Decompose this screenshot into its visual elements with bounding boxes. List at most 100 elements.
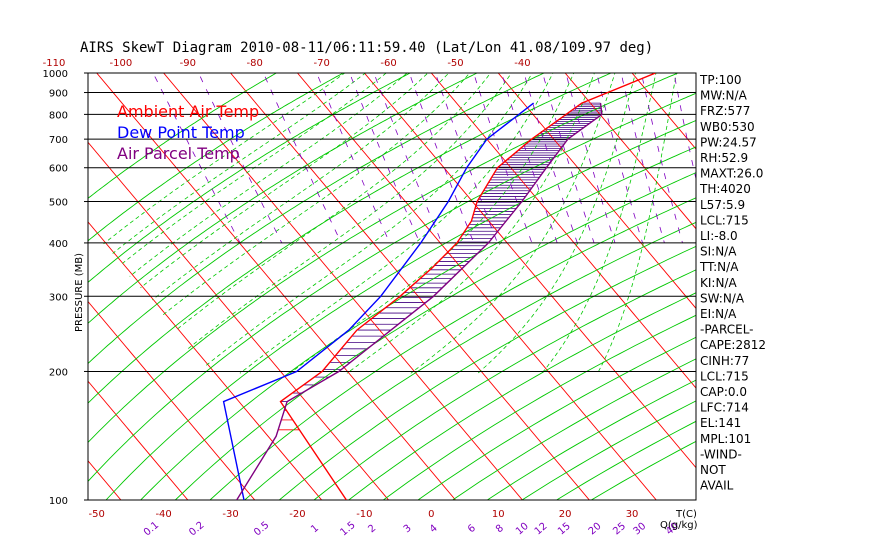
index-value: MPL:101	[700, 432, 751, 446]
mixing-ratio-tick-label: 0.5	[252, 520, 271, 539]
index-value: AVAIL	[700, 479, 734, 493]
index-value: LFC:714	[700, 401, 749, 415]
dry-adiabat-line	[382, 314, 696, 500]
index-value: WB0:530	[700, 120, 755, 134]
mixing-ratio-tick-label: 8	[494, 523, 506, 536]
moist-adiabat-line	[289, 73, 575, 374]
temp-tick-label-top: -60	[380, 58, 396, 69]
dry-adiabat-line	[521, 400, 696, 500]
mixing-ratio-line	[596, 73, 643, 244]
pressure-tick-label: 800	[49, 110, 68, 121]
dry-adiabat-line	[347, 292, 696, 500]
index-value: TT:N/A	[699, 260, 739, 274]
pressure-tick-label: 100	[49, 496, 68, 507]
temp-tick-label-top: -100	[110, 58, 133, 69]
dry-adiabat-line	[174, 172, 696, 500]
mixing-ratio-line	[349, 73, 421, 244]
temp-tick-label-top: -40	[514, 58, 530, 69]
pressure-tick-label: 1000	[43, 69, 68, 80]
moist-adiabat-line	[152, 73, 450, 301]
pressure-tick-label: 900	[49, 89, 68, 100]
index-value: EL:141	[700, 416, 741, 430]
pressure-tick-label: 200	[49, 367, 68, 378]
mixing-ratio-line	[501, 73, 558, 244]
isotherm-line	[751, 55, 870, 519]
dry-adiabat-line	[88, 73, 680, 444]
dry-adiabat-line	[313, 269, 696, 500]
isotherm-line	[363, 73, 696, 469]
mixing-ratio-unit-label: Q(g/kg)	[660, 520, 698, 531]
index-value: -WIND-	[700, 447, 742, 461]
moist-adiabat-line	[187, 73, 512, 350]
pressure-tick-label: 500	[49, 198, 68, 209]
index-value: NOT	[700, 463, 726, 477]
plot-frame	[87, 72, 697, 501]
temp-unit-label: T(C)	[675, 509, 697, 520]
moist-adiabat-line	[597, 73, 677, 374]
isotherm-line	[631, 73, 696, 150]
dry-adiabat-line	[105, 119, 696, 500]
y-axis-label: PRESSURE (MB)	[74, 253, 85, 332]
index-value: TH:4020	[699, 182, 751, 196]
isotherm-line	[88, 300, 256, 500]
isotherm-line	[497, 73, 696, 310]
moist-adiabat-line	[410, 73, 616, 374]
dry-adiabat-line	[88, 73, 278, 199]
ambient-temp-line	[279, 73, 656, 500]
dry-adiabat-line	[88, 73, 613, 404]
legend: Ambient Air Temp Dew Point Temp Air Parcel…	[117, 102, 259, 163]
moist-adiabat-line	[112, 73, 367, 254]
mixing-ratio-line	[373, 73, 443, 244]
index-value: LCL:715	[700, 369, 749, 383]
dry-adiabat-line	[88, 73, 412, 283]
mixing-ratio-tick-label: 6	[466, 523, 478, 536]
dry-adiabat-line	[278, 245, 696, 500]
pressure-tick-label: 600	[49, 164, 68, 175]
temp-tick-label-top: -70	[313, 58, 329, 69]
mixing-ratio-tick-label: 3	[402, 523, 414, 536]
mixing-ratio-tick-label: 4	[428, 523, 440, 536]
dry-adiabat-line	[244, 221, 696, 500]
index-value: PW:24.57	[700, 135, 757, 149]
index-value: TP:100	[699, 73, 742, 87]
temp-tick-label-top: -80	[247, 58, 263, 69]
moist-adiabat-line	[205, 73, 533, 367]
moist-adiabat-line	[239, 73, 554, 374]
mixing-ratio-line	[565, 73, 616, 244]
mixing-ratio-tick-label: 1.5	[338, 520, 357, 539]
index-value: CAPE:2812	[700, 338, 766, 352]
index-value: RH:52.9	[700, 151, 748, 165]
moist-adiabat-line	[477, 73, 636, 374]
dry-adiabat-line	[88, 73, 546, 365]
temp-tick-label-bottom: -40	[155, 509, 171, 520]
moist-adiabat-line	[103, 73, 346, 245]
legend-dew-point: Dew Point Temp	[117, 123, 245, 142]
temp-tick-label-bottom: 20	[559, 509, 572, 520]
isotherm-line	[96, 73, 457, 500]
moist-adiabat-line	[175, 73, 492, 331]
pressure-tick-label: 300	[49, 292, 68, 303]
parcel-temp-line	[236, 103, 603, 500]
mixing-ratio-tick-label: 0.2	[187, 520, 206, 539]
temp-tick-label-top: -50	[447, 58, 463, 69]
chart-title: AIRS SkewT Diagram 2010-08-11/06:11:59.4…	[80, 40, 653, 56]
legend-parcel-temp: Air Parcel Temp	[117, 144, 240, 163]
mixing-ratio-tick-label: 30	[631, 521, 648, 538]
dew-point-line	[222, 102, 535, 500]
moist-adiabat-line	[346, 73, 595, 374]
series-layer	[222, 73, 656, 500]
mixing-ratio-line	[641, 73, 683, 244]
index-value: -PARCEL-	[700, 323, 754, 337]
dry-adiabat-line	[209, 197, 696, 500]
index-value: EI:N/A	[700, 307, 737, 321]
index-value: MAXT:26.0	[700, 167, 763, 181]
mixing-ratio-tick-label: 15	[556, 521, 573, 538]
mixing-ratio-line	[473, 73, 533, 244]
dry-adiabat-line	[88, 73, 345, 242]
mixing-ratio-line	[620, 73, 665, 244]
index-value: LI:-8.0	[700, 229, 738, 243]
mixing-ratio-tick-label: 12	[533, 521, 550, 538]
